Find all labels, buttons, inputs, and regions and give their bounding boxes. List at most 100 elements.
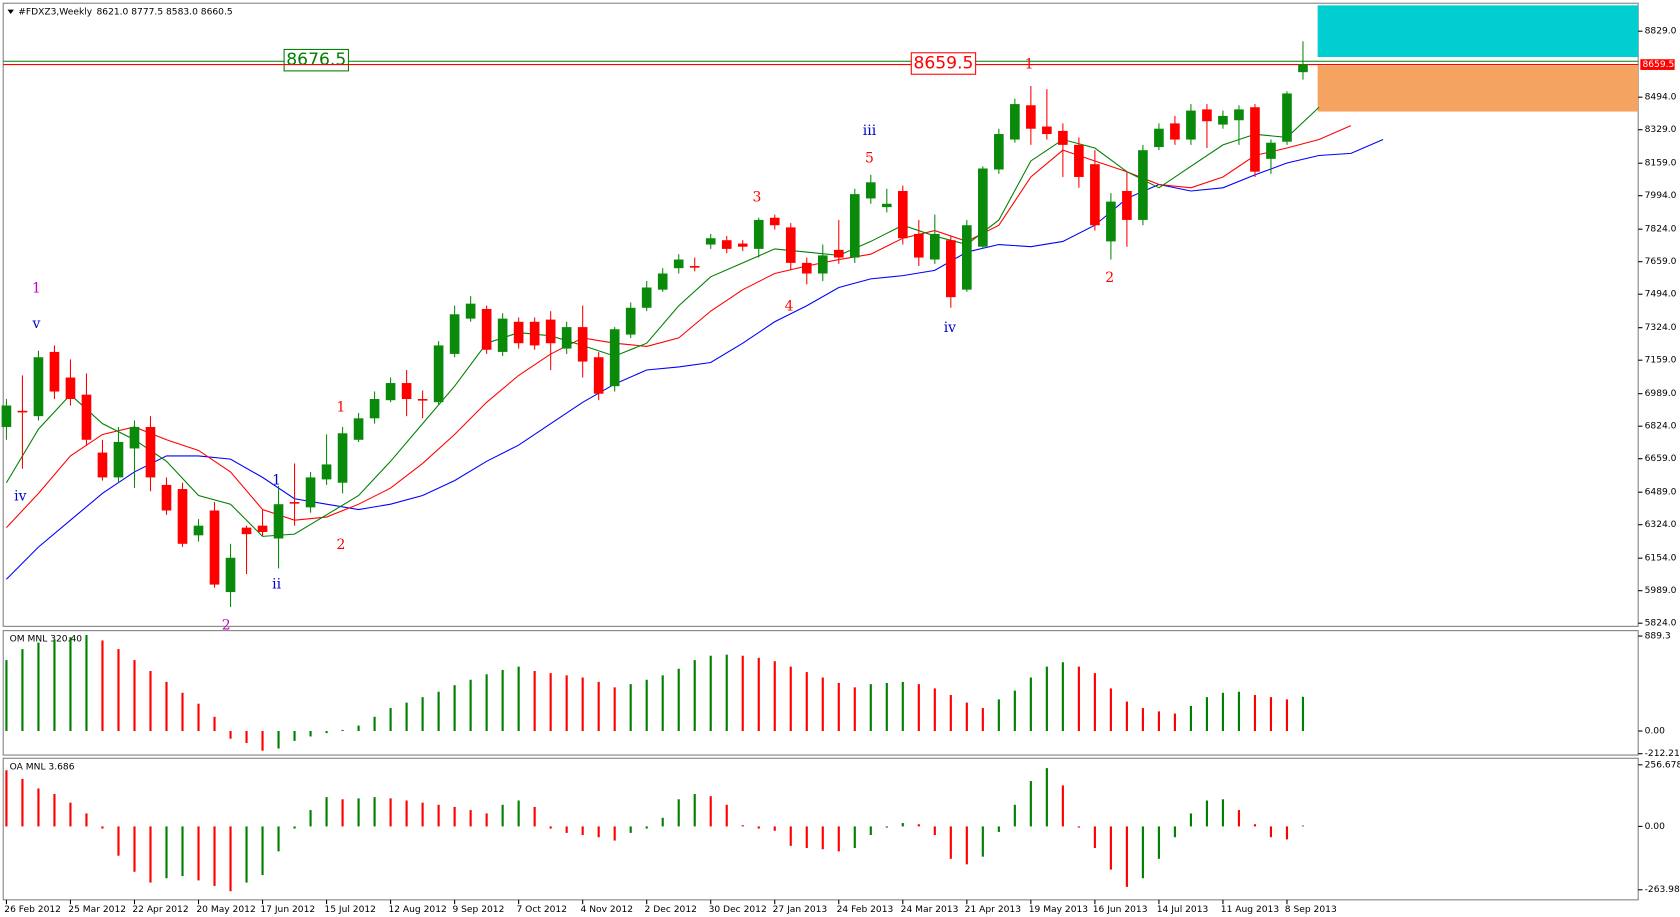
y-tick-label: 8494.0 bbox=[1645, 93, 1677, 103]
candle-body bbox=[289, 502, 300, 504]
histogram-bar bbox=[373, 797, 376, 827]
histogram-bar bbox=[709, 796, 712, 827]
candle-body bbox=[385, 383, 396, 401]
menu-triangle[interactable] bbox=[7, 9, 14, 14]
histogram-bar bbox=[1253, 824, 1257, 827]
candle-body bbox=[978, 168, 988, 247]
histogram-bar bbox=[917, 824, 920, 827]
histogram-bar bbox=[741, 655, 744, 732]
histogram-bar bbox=[341, 799, 344, 827]
candle-body bbox=[1010, 104, 1020, 140]
histogram-bar bbox=[341, 729, 344, 732]
candle-body bbox=[625, 307, 636, 335]
histogram-bar bbox=[293, 731, 296, 741]
histogram-bar bbox=[597, 826, 600, 838]
histogram-bar bbox=[517, 666, 520, 732]
candle-body bbox=[561, 327, 572, 349]
histogram-bar bbox=[981, 826, 984, 857]
candle-body bbox=[209, 510, 220, 585]
histogram-bar bbox=[1029, 781, 1032, 827]
histogram-bar bbox=[101, 826, 104, 829]
histogram-bar bbox=[165, 826, 168, 879]
candle-body bbox=[1266, 142, 1276, 159]
histogram-bar bbox=[165, 681, 168, 732]
candle-body bbox=[417, 399, 428, 401]
histogram-bar bbox=[453, 806, 456, 827]
candle-body bbox=[962, 225, 972, 290]
histogram-bar bbox=[997, 826, 1000, 832]
histogram-bar bbox=[197, 826, 200, 881]
wave-label: 4 bbox=[785, 299, 794, 315]
histogram-bar bbox=[181, 692, 184, 732]
histogram-bar bbox=[997, 699, 1000, 732]
candle-body bbox=[401, 383, 412, 400]
x-tick-label: 21 Apr 2013 bbox=[965, 905, 1022, 915]
candle-body bbox=[257, 525, 268, 532]
candle-body bbox=[481, 308, 492, 350]
histogram-bar bbox=[1189, 813, 1192, 827]
histogram-bar bbox=[197, 703, 200, 732]
histogram-bar bbox=[501, 804, 504, 827]
candle-body bbox=[513, 321, 524, 344]
histogram-bar bbox=[437, 804, 440, 827]
candle-body bbox=[97, 452, 108, 478]
histogram-bar bbox=[1285, 826, 1289, 840]
candle-body bbox=[1250, 107, 1260, 172]
histogram-bar bbox=[661, 675, 664, 732]
histogram-bar bbox=[853, 826, 856, 849]
histogram-bar bbox=[405, 800, 408, 827]
histogram-bar bbox=[53, 794, 56, 827]
y-tick-label: 7659.0 bbox=[1645, 257, 1677, 267]
histogram-bar bbox=[821, 677, 824, 732]
histogram-bar bbox=[229, 826, 232, 892]
histogram-bar bbox=[261, 731, 264, 751]
x-tick-label: 7 Oct 2012 bbox=[517, 905, 568, 915]
histogram-bar bbox=[133, 660, 136, 732]
histogram-bar bbox=[1173, 713, 1176, 732]
histogram-bar bbox=[965, 702, 968, 732]
histogram-bar bbox=[1029, 677, 1032, 732]
histogram-bar bbox=[1109, 688, 1112, 732]
candle-body bbox=[1154, 128, 1164, 148]
candle-body bbox=[1058, 130, 1068, 145]
candle-body bbox=[609, 329, 620, 387]
histogram-bar bbox=[1285, 699, 1289, 732]
histogram-bar bbox=[69, 637, 72, 732]
y-tick-label: 0.00 bbox=[1645, 822, 1665, 832]
histogram-bar bbox=[213, 826, 216, 886]
candle-body bbox=[145, 426, 156, 478]
y-tick-label: 5824.0 bbox=[1645, 619, 1677, 629]
candle-body bbox=[321, 464, 332, 480]
histogram-bar bbox=[677, 799, 680, 827]
candle-body bbox=[81, 394, 92, 440]
histogram-bar bbox=[725, 804, 728, 827]
histogram-bar bbox=[757, 826, 760, 829]
candle-body bbox=[689, 266, 700, 268]
histogram-bar bbox=[693, 794, 696, 827]
wave-label: v bbox=[32, 316, 41, 332]
candle-body bbox=[1234, 109, 1244, 121]
histogram-bar bbox=[837, 682, 840, 732]
histogram-bar bbox=[245, 826, 248, 883]
histogram-bar bbox=[1045, 768, 1048, 827]
y-tick-label: 8829.0 bbox=[1645, 27, 1677, 37]
histogram-bar bbox=[949, 695, 952, 732]
histogram-bar bbox=[1013, 690, 1016, 732]
candle-body bbox=[193, 525, 204, 536]
histogram-bar bbox=[533, 671, 536, 732]
histogram-bar bbox=[1189, 705, 1192, 732]
price-zone bbox=[1317, 5, 1639, 58]
histogram-bar bbox=[469, 810, 472, 827]
candle-body bbox=[641, 287, 652, 308]
histogram-bar bbox=[885, 682, 888, 732]
candle-body bbox=[593, 357, 604, 394]
wave-label: iii bbox=[863, 123, 877, 139]
candle-body bbox=[449, 314, 460, 354]
histogram-bar bbox=[565, 826, 568, 833]
candle-body bbox=[49, 351, 60, 392]
candle-body bbox=[1298, 64, 1308, 73]
histogram-bar bbox=[869, 826, 872, 836]
histogram-bar bbox=[1141, 826, 1144, 879]
histogram-bar bbox=[549, 826, 552, 829]
y-tick-label: 5989.0 bbox=[1645, 586, 1677, 596]
